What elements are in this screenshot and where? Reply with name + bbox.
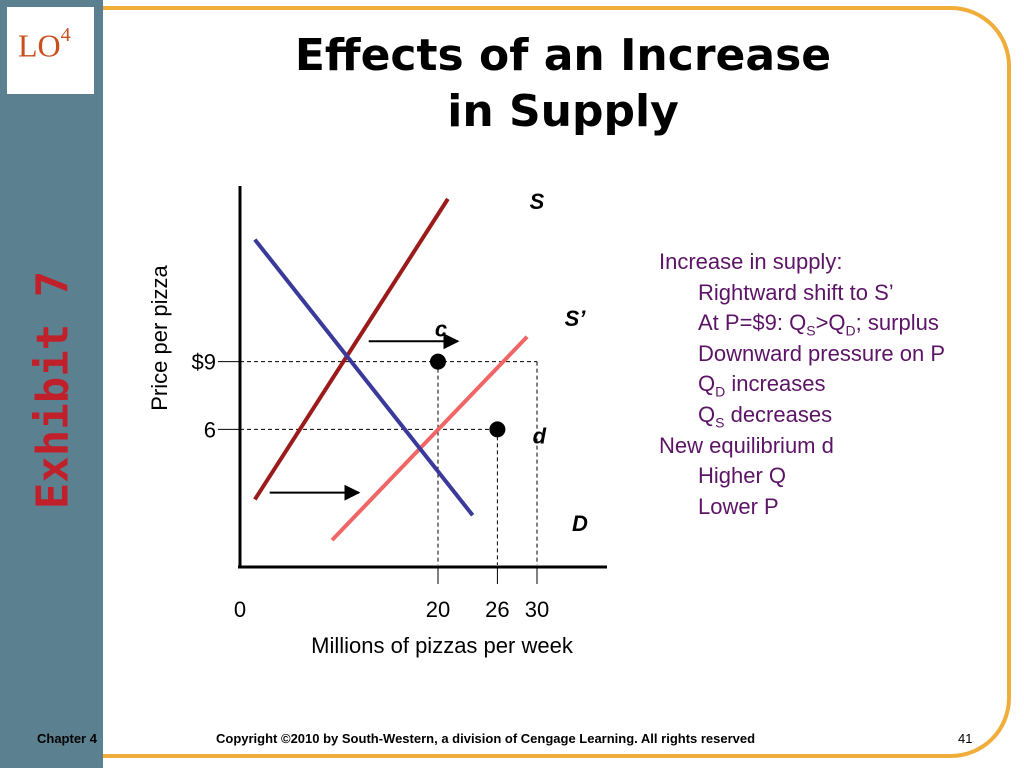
curve-D xyxy=(253,238,475,517)
equilibrium-points: cd xyxy=(430,317,547,448)
curve-S’ xyxy=(330,335,529,542)
x-tick-label: 30 xyxy=(525,597,549,622)
footer-copyright: Copyright ©2010 by South-Western, a divi… xyxy=(216,731,756,746)
axes xyxy=(238,186,607,569)
note-line-8: Higher Q xyxy=(698,463,787,489)
equilibrium-point-c xyxy=(430,353,446,370)
note-line-9: Lower P xyxy=(698,493,779,519)
sidebar xyxy=(0,0,103,768)
footer-chapter: Chapter 4 xyxy=(37,731,97,746)
note-line-4: Downward pressure on P xyxy=(698,340,946,366)
explanation-notes: Increase in supply: Rightward shift to S… xyxy=(659,247,945,522)
lo-superscript: 4 xyxy=(60,24,71,46)
note-line-3: At P=$9: QS>QD; surplus xyxy=(698,310,939,339)
tick-labels: 0 20 26 30 $9 6 xyxy=(192,350,550,622)
page-title: Effects of an Increase in Supply xyxy=(213,28,913,140)
shift-arrows xyxy=(269,333,460,501)
x-tick-label: 20 xyxy=(426,597,450,622)
y-axis-label: Price per pizza xyxy=(147,264,172,410)
note-line-7: New equilibrium d xyxy=(659,432,834,458)
x-tick-label: 26 xyxy=(485,597,509,622)
x-axis-label: Millions of pizzas per week xyxy=(311,633,574,658)
title-line-1: Effects of an Increase xyxy=(294,30,832,81)
guide-lines xyxy=(240,361,538,565)
footer-page-number: 41 xyxy=(958,731,973,746)
curve-S xyxy=(253,197,450,501)
series-lines: S S’ D xyxy=(253,189,588,542)
curve-label: S’ xyxy=(565,306,587,331)
slide-frame xyxy=(103,6,1011,758)
note-line-6: QS decreases xyxy=(698,401,833,431)
note-line-5: QD increases xyxy=(698,371,826,400)
lo-badge: LO4 xyxy=(7,7,94,94)
x-tick-label: 0 xyxy=(234,597,246,622)
y-tick-label: $9 xyxy=(192,350,216,375)
lo-text: LO xyxy=(18,27,61,64)
curve-label: S xyxy=(530,189,545,214)
point-label: c xyxy=(435,317,447,342)
note-line-2: Rightward shift to S’ xyxy=(698,279,894,305)
point-label: d xyxy=(533,423,547,448)
y-tick-label: 6 xyxy=(204,417,216,442)
lo-label: LO4 xyxy=(18,25,71,64)
note-line-1: Increase in supply: xyxy=(659,249,843,274)
title-line-2: in Supply xyxy=(447,86,679,137)
curve-label: D xyxy=(572,511,588,536)
equilibrium-point-d xyxy=(489,421,506,438)
